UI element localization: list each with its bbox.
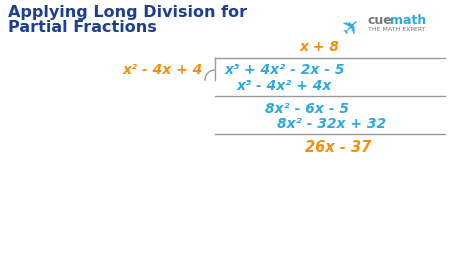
- Text: x + 8: x + 8: [300, 40, 340, 54]
- Text: cue: cue: [368, 14, 393, 27]
- Text: ✈: ✈: [338, 14, 365, 41]
- Text: 8x² - 32x + 32: 8x² - 32x + 32: [277, 117, 386, 131]
- Text: x³ + 4x² - 2x - 5: x³ + 4x² - 2x - 5: [225, 63, 346, 77]
- Text: Partial Fractions: Partial Fractions: [8, 20, 157, 35]
- Text: Applying Long Division for: Applying Long Division for: [8, 5, 247, 20]
- Text: THE MATH EXPERT: THE MATH EXPERT: [368, 27, 426, 32]
- Text: x² - 4x + 4: x² - 4x + 4: [123, 63, 203, 77]
- Text: 8x² - 6x - 5: 8x² - 6x - 5: [265, 102, 349, 116]
- Text: x³ - 4x² + 4x: x³ - 4x² + 4x: [237, 79, 332, 93]
- Text: math: math: [390, 14, 426, 27]
- Text: 26x - 37: 26x - 37: [305, 140, 371, 155]
